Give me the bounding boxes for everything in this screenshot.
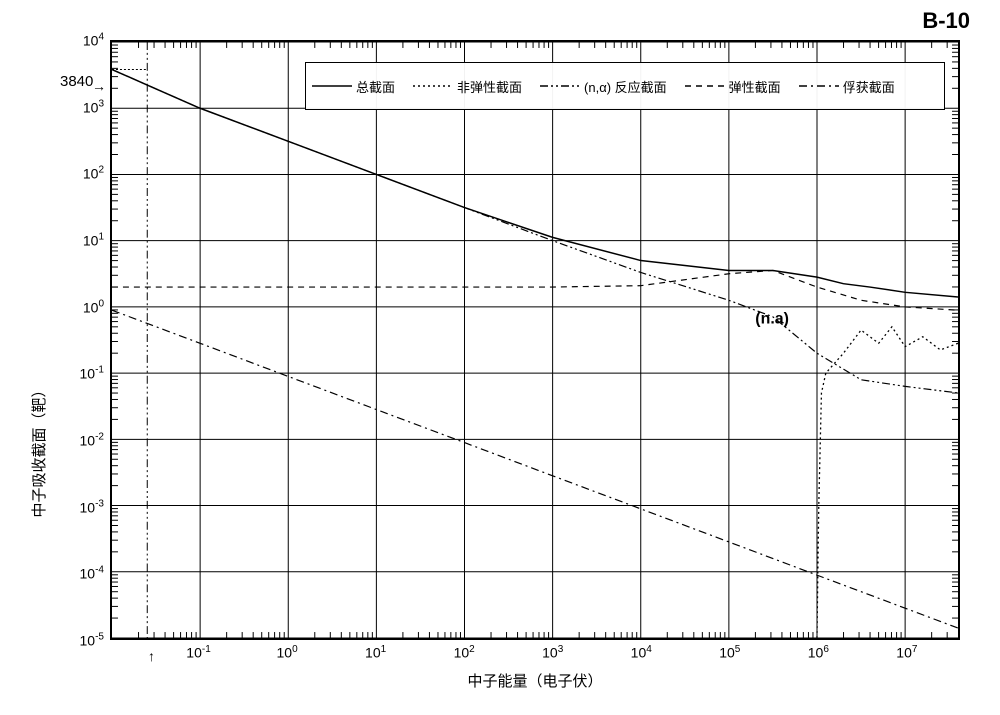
- y-tick-label: 10-2: [80, 432, 104, 449]
- y-tick-label: 10-1: [80, 365, 104, 382]
- chart-title: B-10: [922, 8, 970, 34]
- y-tick-label: 104: [83, 32, 104, 49]
- y-tick-label: 103: [83, 98, 104, 115]
- legend: 总截面 非弹性截面 (n,α) 反应截面 弹性截面 俘获截面: [305, 62, 945, 110]
- arrow-icon: →: [92, 78, 106, 94]
- x-tick-label: 10-1: [186, 644, 210, 661]
- y-axis-label: 中子吸收截面（靶）: [28, 382, 49, 517]
- legend-label: 总截面: [356, 77, 395, 96]
- y-tick-label: 102: [83, 165, 104, 182]
- x-tick-label: 107: [896, 644, 917, 661]
- legend-item: (n,α) 反应截面: [540, 77, 667, 96]
- legend-swatch: [413, 79, 453, 93]
- y-tick-label: 10-3: [80, 498, 104, 515]
- legend-label: (n,α) 反应截面: [584, 77, 667, 96]
- callout-3840: 3840: [60, 73, 93, 90]
- legend-label: 非弹性截面: [457, 77, 522, 96]
- y-tick-label: 100: [83, 298, 104, 315]
- chart-container: B-10 3840 → 中子吸收截面（靶） (n.a) 总截面 非弹性截面 (n,α…: [0, 0, 1000, 715]
- x-tick-label: 102: [454, 644, 475, 661]
- legend-swatch: [312, 79, 352, 93]
- plot-area: (n.a): [110, 40, 960, 640]
- up-arrow-icon: ↑: [148, 648, 155, 664]
- legend-item: 俘获截面: [799, 77, 895, 96]
- y-tick-label: 10-4: [80, 565, 104, 582]
- legend-item: 总截面: [312, 77, 395, 96]
- y-tick-label: 10-5: [80, 632, 104, 649]
- chart-svg: (n.a): [112, 42, 958, 638]
- x-tick-label: 104: [631, 644, 652, 661]
- x-tick-label: 100: [277, 644, 298, 661]
- legend-label: 弹性截面: [729, 77, 781, 96]
- svg-text:(n.a): (n.a): [755, 310, 789, 327]
- x-axis-label: 中子能量（电子伏）: [467, 670, 602, 691]
- legend-label: 俘获截面: [843, 77, 895, 96]
- x-tick-label: 103: [542, 644, 563, 661]
- x-tick-label: 101: [365, 644, 386, 661]
- legend-item: 弹性截面: [685, 77, 781, 96]
- x-tick-label: 105: [719, 644, 740, 661]
- legend-swatch: [799, 79, 839, 93]
- legend-swatch: [540, 79, 580, 93]
- legend-swatch: [685, 79, 725, 93]
- x-tick-label: 106: [808, 644, 829, 661]
- y-tick-label: 101: [83, 232, 104, 249]
- legend-item: 非弹性截面: [413, 77, 522, 96]
